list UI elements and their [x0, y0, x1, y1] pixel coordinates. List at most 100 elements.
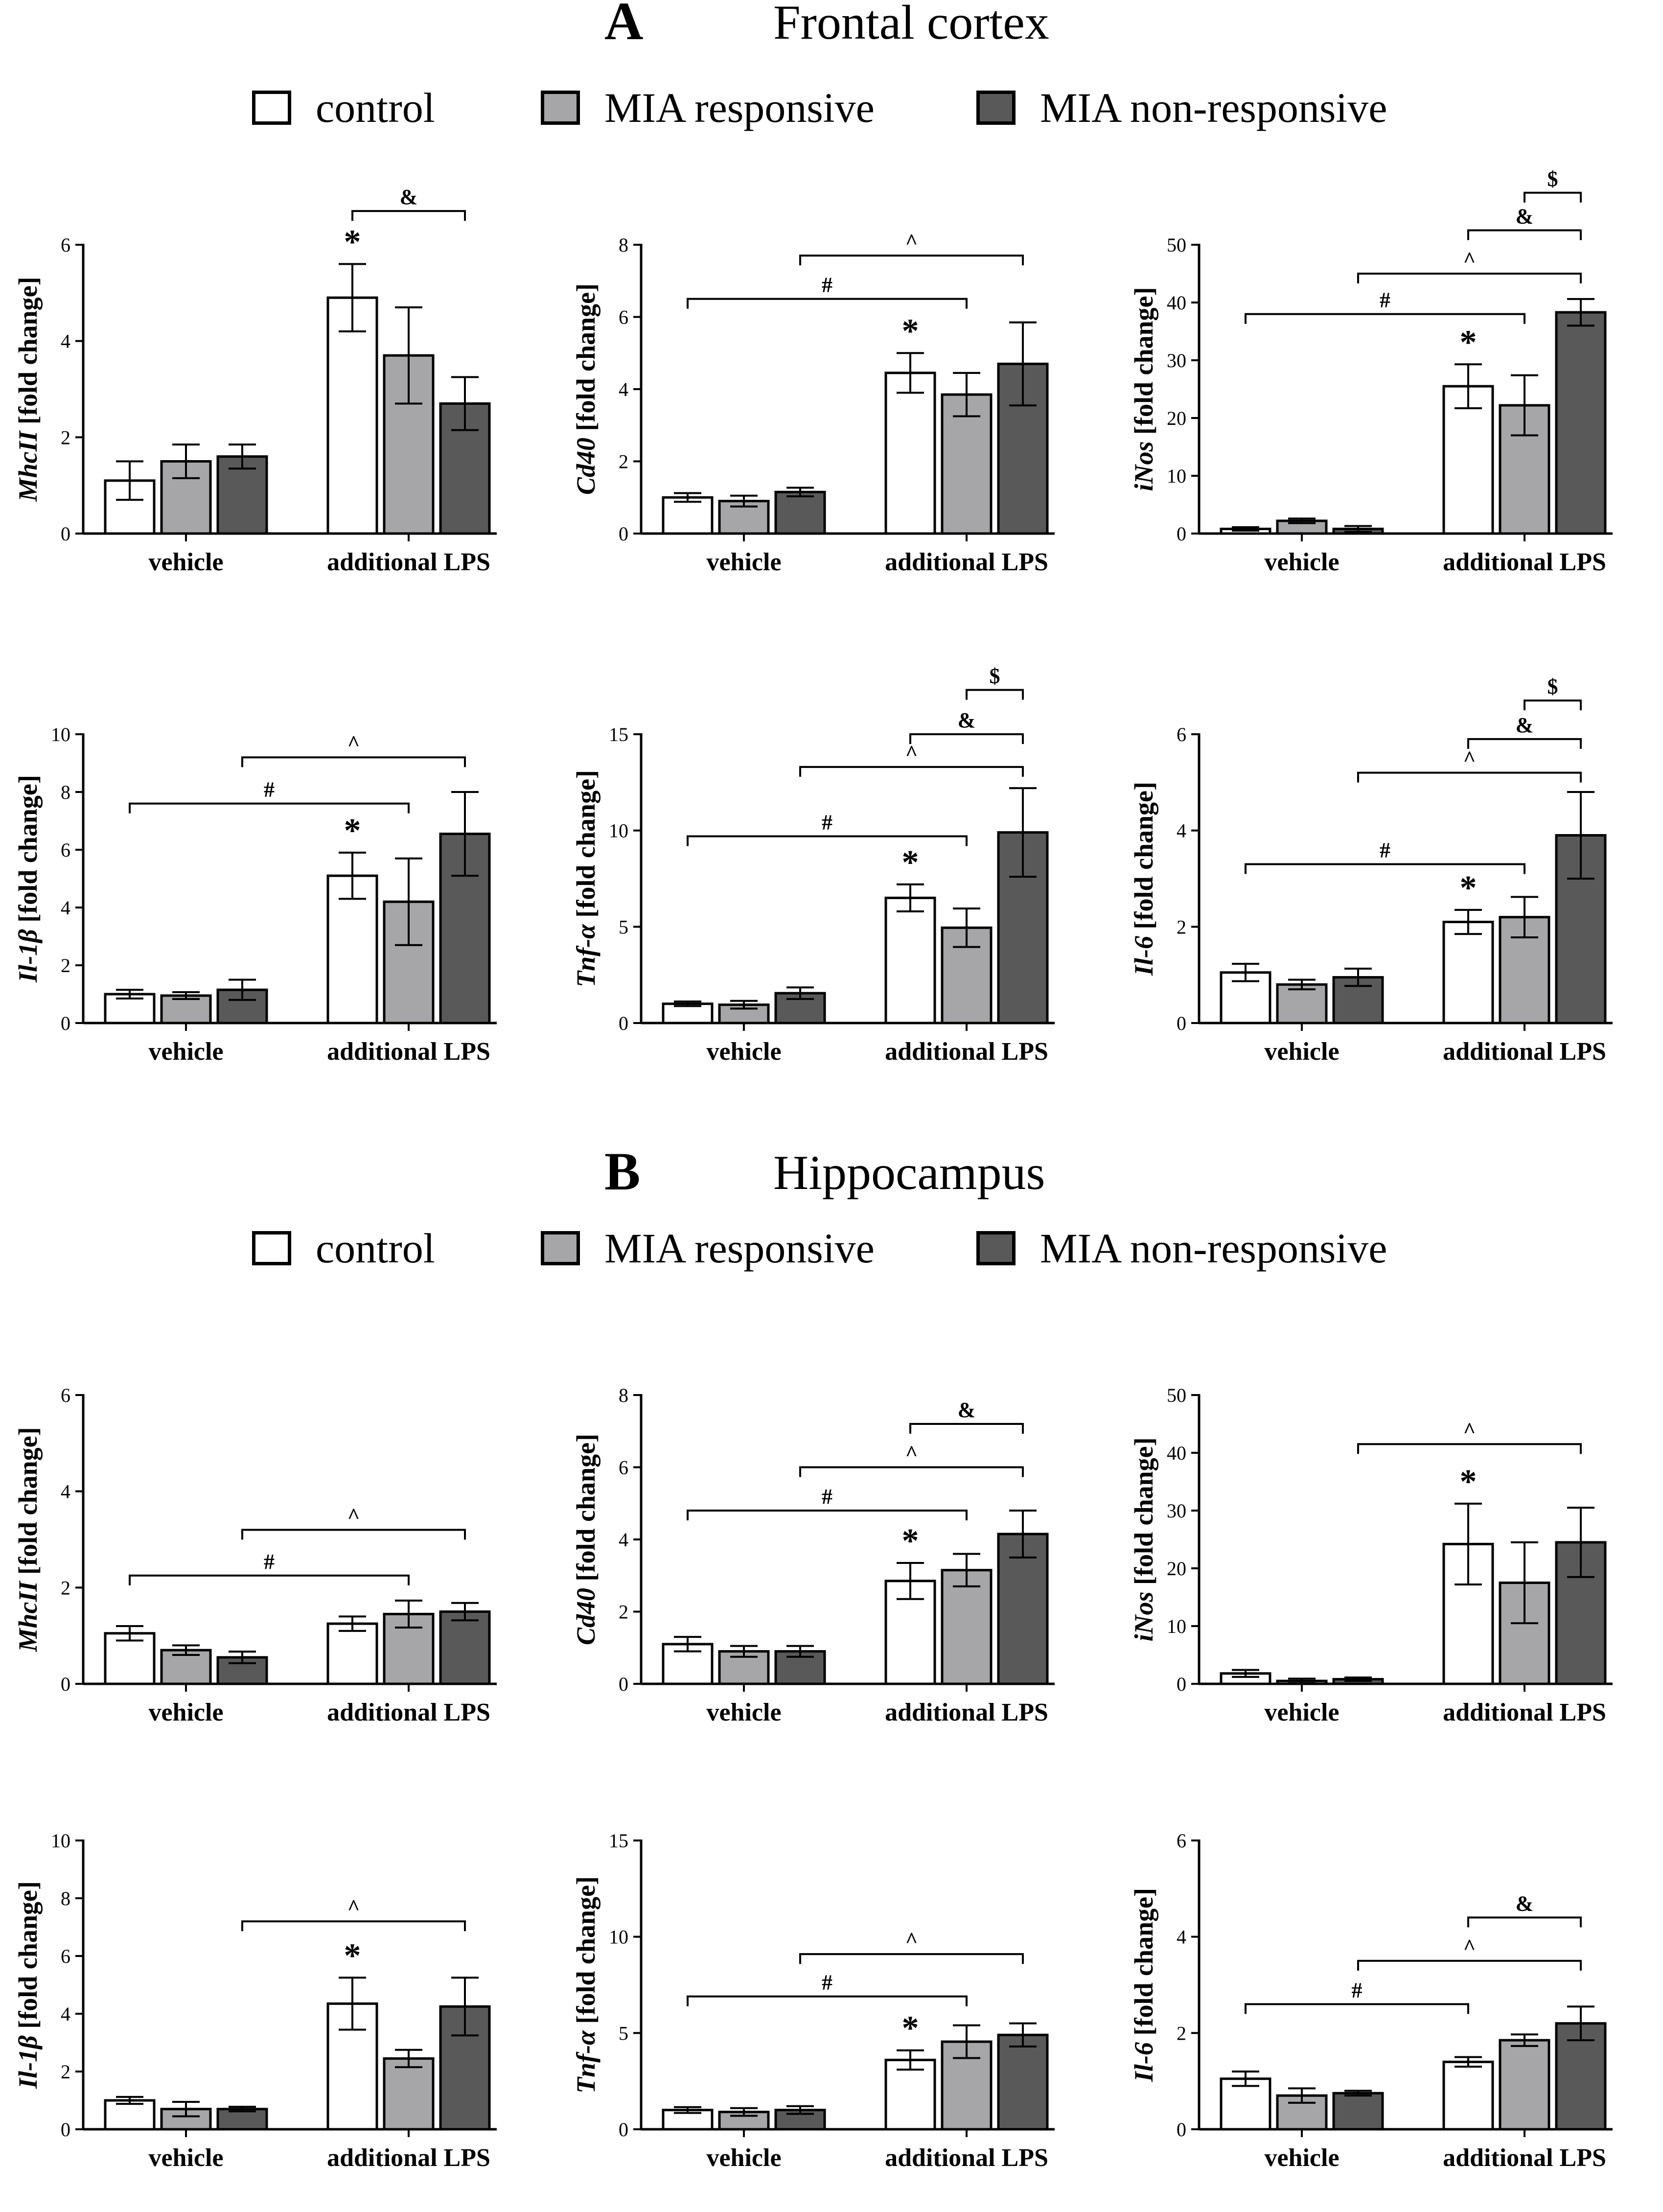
- significance-bracket: [1467, 738, 1582, 749]
- significance-label: ^: [905, 230, 918, 254]
- bar-mia-responsive-vehicle: [718, 500, 770, 535]
- gene-name: MhcII: [13, 430, 43, 502]
- x-category-additional-lps: additional LPS: [1443, 1038, 1606, 1066]
- x-category-vehicle: vehicle: [148, 548, 223, 576]
- significance-bracket: [351, 210, 466, 221]
- y-tick-label: 8: [619, 1384, 628, 1406]
- chart-hippo-cd40: 0 2 4 6 8 vehicle additional LPS Cd40 [fold cha…: [571, 1384, 1055, 1726]
- chart-hippo-inos: 0 10 20 30 40 50 vehicle additional LPS iNos [fo…: [1129, 1384, 1613, 1726]
- x-category-additional-lps: additional LPS: [1443, 548, 1606, 576]
- legend-swatch-control: [252, 91, 291, 125]
- significance-star: *: [902, 1522, 919, 1560]
- y-tick-label: 0: [1177, 523, 1186, 545]
- y-tick-label: 4: [619, 1529, 628, 1551]
- legend-label-mia-responsive: MIA responsive: [604, 1225, 875, 1272]
- legend-item-control: control: [252, 83, 435, 132]
- bar-control-additional-lps: [1442, 2060, 1494, 2131]
- bar-control-additional-lps: [884, 896, 936, 1025]
- bar-control-additional-lps: [1442, 385, 1494, 535]
- legend-item-mia-responsive: MIA responsive: [541, 83, 875, 132]
- y-tick-label: 0: [619, 2119, 628, 2141]
- significance-bracket: [241, 1920, 466, 1932]
- bar-mia-non-responsive-vehicle: [774, 992, 826, 1025]
- significance-bracket: [799, 255, 1024, 266]
- y-tick-label: 2: [619, 1601, 628, 1623]
- y-tick-label: 4: [61, 897, 70, 919]
- significance-label: ^: [347, 731, 360, 755]
- significance-star: *: [344, 223, 361, 261]
- significance-bracket: [1467, 229, 1582, 240]
- y-tick-label: 30: [1167, 349, 1186, 372]
- gene-name: iNos: [1129, 441, 1158, 491]
- y-tick-label: 5: [619, 2022, 628, 2044]
- x-category-additional-lps: additional LPS: [327, 1699, 490, 1726]
- significance-star: *: [1460, 869, 1477, 907]
- y-axis-label: Cd40 [fold change]: [571, 1434, 601, 1645]
- section-b-letter: B: [604, 1141, 641, 1201]
- y-axis-unit: [fold change]: [571, 770, 601, 924]
- y-axis-label: Tnf-α [fold change]: [571, 770, 601, 987]
- x-category-vehicle: vehicle: [1264, 548, 1339, 576]
- y-tick-label: 6: [61, 839, 70, 861]
- significance-label: #: [822, 273, 832, 297]
- legend-label-control: control: [316, 84, 435, 131]
- bar-mia-non-responsive-vehicle: [1332, 2092, 1384, 2131]
- y-tick-label: 20: [1167, 1558, 1186, 1580]
- bar-mia-responsive-vehicle: [1276, 983, 1328, 1025]
- bar-mia-non-responsive-vehicle: [216, 2108, 268, 2131]
- bar-mia-responsive-additional-lps: [383, 2057, 435, 2131]
- bar-mia-non-responsive-vehicle: [774, 490, 826, 535]
- y-tick-label: 8: [619, 234, 628, 256]
- gene-name: Il-6: [1129, 936, 1158, 976]
- significance-label: &: [1516, 1891, 1534, 1915]
- chart-frontal-il1b: 0 2 4 6 8 10 vehicle additional LPS Il-1β [fold …: [13, 723, 497, 1066]
- y-tick-label: 0: [1177, 2119, 1186, 2141]
- y-tick-label: 2: [1177, 2022, 1186, 2044]
- bar-mia-responsive-additional-lps: [941, 1569, 993, 1685]
- x-category-additional-lps: additional LPS: [885, 548, 1048, 576]
- significance-label: ^: [905, 1928, 918, 1952]
- y-axis-label: Il-1β [fold change]: [13, 1881, 43, 2089]
- significance-label: ^: [1463, 248, 1476, 272]
- significance-star: *: [344, 812, 361, 850]
- y-tick-label: 0: [61, 1012, 70, 1034]
- significance-bracket: [909, 733, 1024, 744]
- y-axis-unit: [fold change]: [1129, 1438, 1158, 1592]
- gene-name: Il-6: [1129, 2042, 1158, 2082]
- y-tick-label: 15: [609, 723, 628, 745]
- significance-bracket: [1245, 2003, 1469, 2014]
- significance-bracket: [799, 1953, 1024, 1964]
- significance-label: #: [1352, 1978, 1363, 2002]
- y-tick-label: 0: [619, 1012, 628, 1034]
- gene-name: iNos: [1129, 1591, 1158, 1641]
- significance-bracket: [909, 1423, 1024, 1434]
- significance-label: #: [264, 778, 275, 802]
- x-category-additional-lps: additional LPS: [327, 2144, 490, 2172]
- gene-name: Cd40: [571, 438, 601, 495]
- y-axis-label: Il-1β [fold change]: [13, 775, 43, 983]
- y-axis-unit: [fold change]: [1129, 287, 1158, 442]
- y-tick-label: 10: [51, 723, 70, 745]
- y-tick-label: 6: [619, 306, 628, 328]
- significance-label: &: [1516, 713, 1534, 737]
- legend-swatch-mia-responsive: [541, 91, 580, 125]
- significance-label: ^: [1463, 747, 1476, 771]
- significance-label: ^: [1463, 1418, 1476, 1442]
- bar-mia-responsive-vehicle: [160, 2108, 212, 2131]
- significance-bracket: [799, 1466, 1024, 1477]
- x-category-vehicle: vehicle: [148, 1038, 223, 1066]
- significance-label: &: [400, 185, 418, 209]
- bar-control-vehicle: [104, 1632, 156, 1685]
- legend-swatch-mia-responsive: [541, 1231, 580, 1265]
- y-tick-label: 30: [1167, 1500, 1186, 1522]
- significance-bracket: [241, 756, 466, 768]
- y-axis-unit: [fold change]: [1129, 1888, 1158, 2042]
- significance-bracket: [687, 298, 968, 309]
- significance-star: *: [1460, 324, 1477, 361]
- significance-star: *: [902, 844, 919, 882]
- legend-swatch-control: [252, 1231, 291, 1265]
- significance-label: &: [1516, 205, 1534, 229]
- legend-label-mia-non-responsive: MIA non-responsive: [1040, 1225, 1387, 1272]
- significance-label: ^: [347, 1895, 360, 1919]
- legend-b: control MIA responsive MIA non-responsiv…: [0, 1224, 1663, 1278]
